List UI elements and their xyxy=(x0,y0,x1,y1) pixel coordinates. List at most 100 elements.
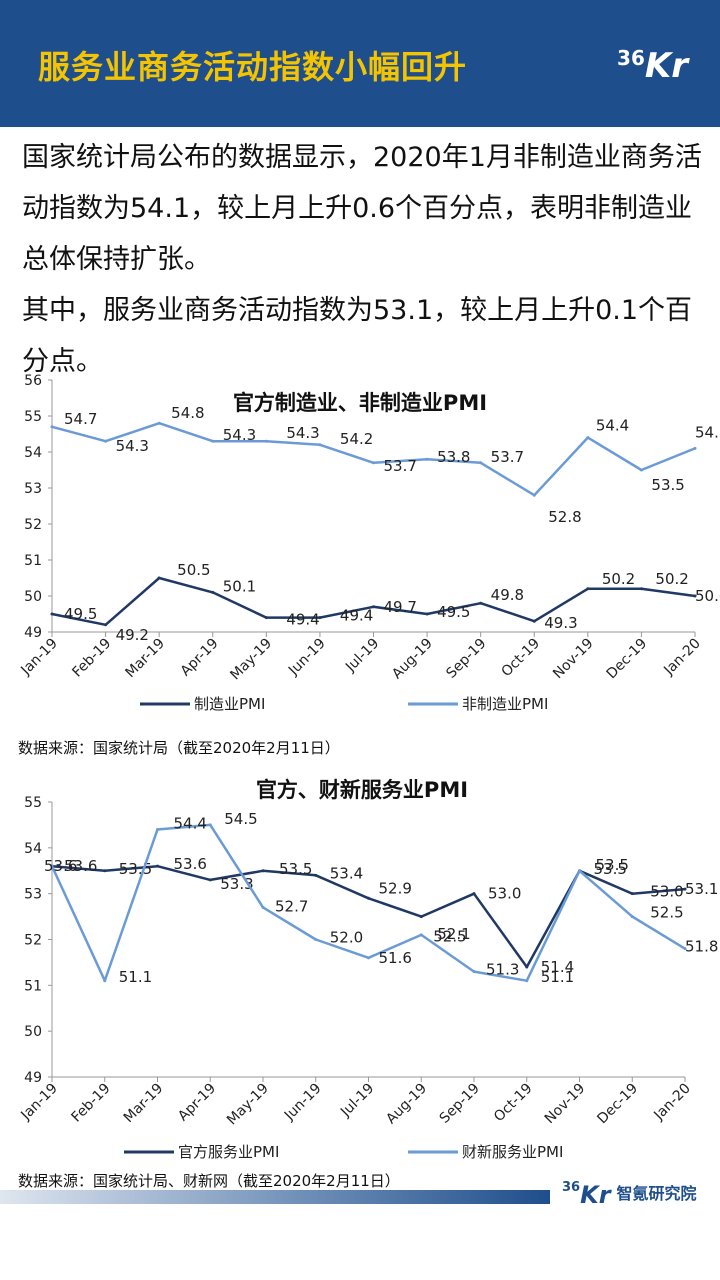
y-tick-label: 50 xyxy=(24,1024,42,1040)
data-point xyxy=(693,446,697,450)
footer-logo: 36Kr 智氪研究院 xyxy=(562,1180,697,1209)
header-banner: 服务业商务活动指数小幅回升 36Kr xyxy=(0,0,720,127)
data-label: 54.1 xyxy=(695,423,720,441)
footer-bar xyxy=(0,1190,550,1204)
data-label: 53.1 xyxy=(685,880,718,898)
data-point xyxy=(157,576,161,580)
y-tick-label: 52 xyxy=(24,517,42,533)
chart-title: 官方制造业、非制造业PMI xyxy=(233,391,487,415)
y-tick-label: 54 xyxy=(24,445,42,461)
x-tick-label: Oct-19 xyxy=(491,1081,536,1126)
x-tick-label: Apr-19 xyxy=(178,636,222,680)
data-label: 54.5 xyxy=(224,810,257,828)
data-point xyxy=(318,616,322,620)
data-point xyxy=(532,493,536,497)
data-label: 53.0 xyxy=(650,883,683,901)
data-point xyxy=(586,587,590,591)
data-point xyxy=(211,590,215,594)
chart-title: 官方、财新服务业PMI xyxy=(256,778,468,802)
data-point xyxy=(50,612,54,616)
y-tick-label: 50 xyxy=(24,589,42,605)
data-label: 53.6 xyxy=(174,855,207,873)
data-label: 49.5 xyxy=(64,605,97,623)
x-tick-label: Dec-19 xyxy=(594,1081,641,1128)
data-point xyxy=(264,616,268,620)
data-label: 49.7 xyxy=(384,598,417,616)
x-tick-label: Apr-19 xyxy=(175,1081,219,1125)
x-tick-label: Feb-19 xyxy=(69,636,114,681)
x-tick-label: Feb-19 xyxy=(69,1081,114,1126)
data-label: 53.5 xyxy=(279,860,312,878)
x-tick-label: Oct-19 xyxy=(498,636,543,681)
x-tick-label: Jun-19 xyxy=(285,636,329,680)
x-tick-label: Aug-19 xyxy=(389,636,436,683)
data-point xyxy=(683,887,687,891)
y-tick-label: 55 xyxy=(24,795,42,811)
x-tick-label: Jan-19 xyxy=(17,1081,60,1124)
y-tick-label: 54 xyxy=(24,841,42,857)
data-label: 53.5 xyxy=(119,860,152,878)
y-tick-label: 49 xyxy=(24,1070,42,1086)
data-label: 51.1 xyxy=(541,968,574,986)
data-label: 53.5 xyxy=(594,860,627,878)
data-point xyxy=(525,965,529,969)
data-label: 53.4 xyxy=(330,864,363,882)
x-tick-label: Jan-20 xyxy=(650,1081,693,1124)
data-point xyxy=(208,878,212,882)
data-point xyxy=(425,457,429,461)
x-tick-label: Jul-19 xyxy=(342,636,382,676)
intro-paragraph-2: 其中，服务业商务活动指数为53.1，较上月上升0.1个百分点。 xyxy=(22,295,693,377)
brand-logo: 36Kr xyxy=(617,46,688,86)
data-point xyxy=(261,905,265,909)
legend-label: 非制造业PMI xyxy=(462,695,548,713)
intro-text: 国家统计局公布的数据显示，2020年1月非制造业商务活动指数为54.1，较上月上… xyxy=(22,132,702,387)
x-tick-label: Dec-19 xyxy=(604,636,651,683)
data-label: 49.8 xyxy=(491,586,524,604)
data-point xyxy=(211,439,215,443)
x-tick-label: Jan-19 xyxy=(17,636,60,679)
data-label: 49.3 xyxy=(544,614,577,632)
intro-paragraph-1: 国家统计局公布的数据显示，2020年1月非制造业商务活动指数为54.1，较上月上… xyxy=(22,142,702,275)
data-point xyxy=(683,947,687,951)
data-point xyxy=(472,970,476,974)
data-point xyxy=(50,864,54,868)
data-point xyxy=(157,421,161,425)
legend-label: 制造业PMI xyxy=(194,695,265,713)
data-point xyxy=(532,619,536,623)
data-label: 52.1 xyxy=(437,925,470,943)
y-tick-label: 52 xyxy=(24,933,42,949)
data-point xyxy=(104,439,108,443)
data-label: 52.0 xyxy=(330,929,363,947)
data-label: 52.9 xyxy=(379,879,412,897)
y-tick-label: 53 xyxy=(24,887,42,903)
data-label: 53.5 xyxy=(651,476,684,494)
data-point xyxy=(372,605,375,609)
data-label: 54.3 xyxy=(286,424,319,442)
data-point xyxy=(264,439,268,443)
data-label: 52.8 xyxy=(548,508,581,526)
data-label: 51.1 xyxy=(119,968,152,986)
data-label: 53.7 xyxy=(491,448,524,466)
data-point xyxy=(103,869,107,873)
data-label: 51.4 xyxy=(541,958,574,976)
data-label: 50.0 xyxy=(695,587,720,605)
x-tick-label: May-19 xyxy=(227,636,275,684)
data-label: 49.5 xyxy=(437,603,470,621)
data-point xyxy=(630,892,634,896)
footer-institute-name: 智氪研究院 xyxy=(616,1184,697,1203)
source-note-1: 数据来源：国家统计局（截至2020年2月11日） xyxy=(18,739,340,757)
data-label: 54.3 xyxy=(223,426,256,444)
data-label: 52.5 xyxy=(650,904,683,922)
data-point xyxy=(156,828,159,831)
data-point xyxy=(419,933,423,937)
data-point xyxy=(314,938,318,941)
chart-manufacturing-pmi: 官方制造业、非制造业PMI 49 50 51 52 53 54 55 56 Jan-19 Feb-1… xyxy=(17,373,720,713)
page-title: 服务业商务活动指数小幅回升 xyxy=(38,48,468,86)
data-label: 49.4 xyxy=(340,607,373,625)
data-point xyxy=(472,892,476,896)
x-tick-label: Aug-19 xyxy=(383,1081,430,1128)
data-label: 51.3 xyxy=(486,961,519,979)
y-tick-label: 56 xyxy=(24,373,42,389)
y-tick-label: 49 xyxy=(24,625,42,641)
data-label: 53.0 xyxy=(488,885,521,903)
